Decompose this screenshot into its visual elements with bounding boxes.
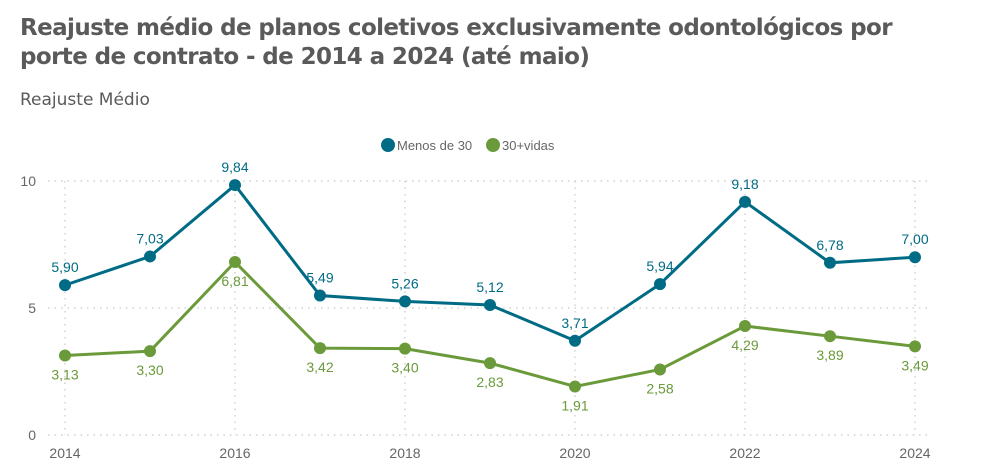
data-label: 3,71 [561,315,588,331]
data-label: 9,18 [731,176,758,192]
data-point [569,380,581,393]
data-point [314,342,326,355]
data-label: 3,42 [306,359,333,375]
data-label: 3,40 [391,360,418,376]
data-label: 4,29 [731,337,758,353]
data-point [399,295,411,308]
series-line [64,182,916,343]
data-label: 7,03 [136,230,163,246]
data-label: 6,81 [221,273,248,289]
chart-subtitle: Reajuste Médio [20,90,150,110]
legend-label: 30+vidas [502,138,555,153]
data-point [59,279,71,292]
data-label: 9,84 [221,159,248,175]
x-tick-label: 2020 [559,445,590,461]
data-label: 5,49 [306,270,333,286]
x-tick-label: 2016 [219,445,250,461]
data-label: 2,83 [476,374,503,390]
data-point [909,340,921,353]
data-point [484,298,496,311]
data-point [399,342,411,355]
data-point [144,250,156,263]
x-tick-label: 2014 [49,445,80,461]
data-label: 2,58 [646,380,673,396]
data-label: 5,26 [391,275,418,291]
data-point [314,289,326,302]
y-tick-label: 10 [20,173,36,189]
data-point [229,256,241,269]
x-tick-label: 2022 [729,445,760,461]
legend-marker [381,138,395,152]
legend-label: Menos de 30 [397,138,472,153]
data-point [824,330,836,343]
data-label: 3,49 [901,357,928,373]
data-label: 6,78 [816,237,843,253]
data-point [484,357,496,370]
y-tick-label: 5 [28,300,36,316]
data-point [739,320,751,333]
data-label: 7,00 [901,231,928,247]
data-point [59,349,71,362]
data-point [909,251,921,264]
x-tick-label: 2018 [389,445,420,461]
data-label: 5,12 [476,279,503,295]
data-point [229,179,241,192]
data-label: 1,91 [561,397,588,413]
data-point [654,363,666,376]
data-label: 3,13 [51,366,78,382]
data-point [569,334,581,347]
legend-marker [486,138,500,152]
y-tick-label: 0 [28,427,36,443]
data-point [654,278,666,291]
data-point [739,195,751,208]
data-label: 5,94 [646,258,673,274]
x-tick-label: 2024 [899,445,930,461]
data-point [144,345,156,358]
data-label: 3,89 [816,347,843,363]
data-point [824,256,836,269]
chart-title: Reajuste médio de planos coletivos exclu… [20,15,893,70]
data-label: 3,30 [136,362,163,378]
data-label: 5,90 [51,259,78,275]
